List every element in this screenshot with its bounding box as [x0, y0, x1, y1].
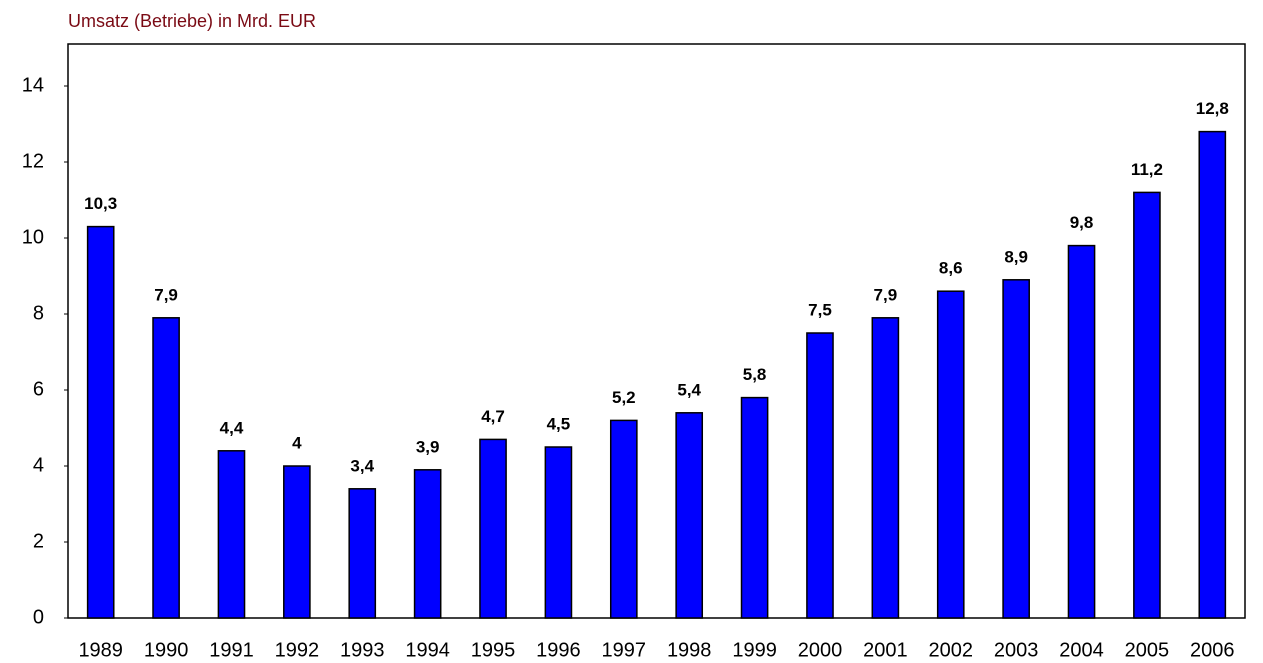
x-tick-label: 1997 [602, 639, 647, 661]
data-label: 3,9 [416, 437, 440, 456]
bar [609, 419, 638, 619]
data-label: 4,7 [481, 407, 505, 426]
y-tick-label: 6 [33, 378, 44, 400]
x-tick-label: 1996 [536, 639, 581, 661]
x-tick-label: 2005 [1125, 639, 1170, 661]
x-tick-label: 2006 [1190, 639, 1235, 661]
data-label: 7,9 [874, 285, 898, 304]
data-label: 8,9 [1004, 247, 1028, 266]
data-label: 3,4 [350, 456, 374, 475]
bar [479, 438, 507, 619]
bar [1133, 191, 1161, 619]
bar [283, 465, 311, 619]
x-tick-label: 1995 [471, 639, 516, 661]
bar [871, 317, 900, 619]
data-label: 4,4 [220, 418, 244, 437]
x-tick-label: 2003 [994, 639, 1039, 661]
data-label: 5,2 [612, 388, 636, 407]
y-tick-label: 4 [33, 454, 44, 476]
x-tick-label: 1994 [405, 639, 450, 661]
y-tick-label: 8 [33, 302, 44, 324]
x-tick-label: 2002 [929, 639, 974, 661]
bar [152, 317, 180, 619]
x-tick-label: 2000 [798, 639, 843, 661]
x-tick-label: 2004 [1059, 639, 1104, 661]
data-label: 5,8 [743, 365, 767, 384]
data-label: 7,9 [154, 285, 178, 304]
y-tick-label: 2 [33, 530, 44, 552]
bar [1198, 130, 1227, 619]
bar [544, 446, 573, 619]
y-tick-label: 12 [22, 150, 44, 172]
bar [348, 488, 377, 619]
bar [806, 332, 834, 619]
data-label: 8,6 [939, 259, 963, 278]
data-label: 10,3 [84, 194, 117, 213]
y-tick-label: 0 [33, 606, 44, 628]
bar [217, 450, 246, 619]
data-label: 4,5 [547, 414, 571, 433]
bar [740, 396, 769, 619]
y-tick-label: 14 [22, 74, 44, 96]
bar [86, 225, 115, 619]
data-label: 5,4 [677, 380, 701, 399]
x-tick-label: 1993 [340, 639, 385, 661]
data-label: 7,5 [808, 300, 832, 319]
x-tick-label: 2001 [863, 639, 908, 661]
bar [1067, 244, 1096, 619]
data-label: 12,8 [1196, 99, 1229, 118]
data-label: 4 [292, 433, 302, 452]
data-label: 9,8 [1070, 213, 1094, 232]
x-tick-label: 1998 [667, 639, 712, 661]
x-tick-label: 1990 [144, 639, 189, 661]
x-tick-label: 1989 [78, 639, 123, 661]
bar [936, 290, 965, 619]
plot-frame [67, 43, 1246, 619]
bar [675, 412, 704, 619]
x-tick-label: 1991 [209, 639, 254, 661]
chart-title: Umsatz (Betriebe) in Mrd. EUR [68, 11, 316, 31]
bar [413, 469, 442, 619]
x-tick-label: 1992 [275, 639, 320, 661]
data-label: 11,2 [1131, 160, 1163, 179]
x-tick-label: 1999 [732, 639, 777, 661]
bar [1002, 279, 1030, 619]
y-tick-label: 10 [22, 226, 44, 248]
